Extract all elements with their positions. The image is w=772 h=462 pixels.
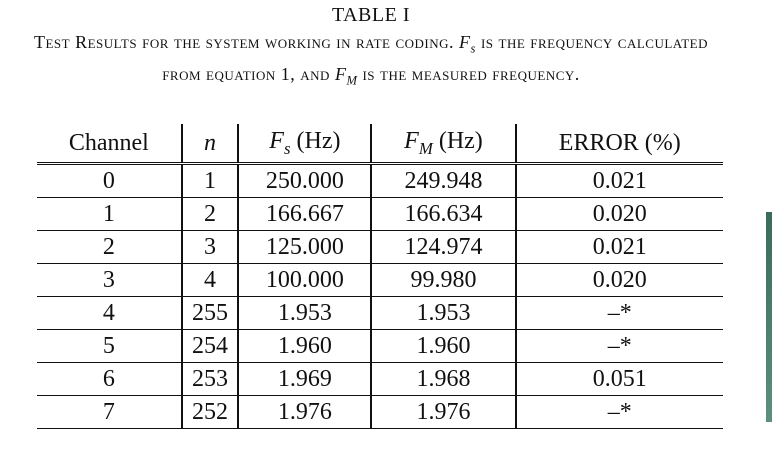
header-fm-subscript: M <box>418 138 433 158</box>
header-fs-unit: (Hz) <box>290 127 341 154</box>
cell-error: –* <box>514 296 723 330</box>
cell-channel: 7 <box>102 398 115 425</box>
header-fm: FM (Hz) <box>370 124 516 164</box>
table-row: 4 255 1.953 1.953 –* <box>37 296 723 330</box>
cell-fs: 1.969 <box>237 362 372 396</box>
cell-channel: 0 <box>37 162 182 198</box>
cell-fm: 1.953 <box>370 296 516 330</box>
cell-error: –* <box>514 329 723 363</box>
cell-fs: 100.000 <box>237 263 372 297</box>
table-row: 7 252 1.976 1.976 –* <box>37 395 723 429</box>
header-n: n <box>180 124 239 164</box>
caption-fm-symbol: F <box>334 63 347 84</box>
cell-fm: 166.634 <box>370 197 516 231</box>
caption-text-3: is the measured frequency. <box>357 63 580 84</box>
cell-n: 252 <box>180 395 239 429</box>
cropped-adjacent-image <box>766 212 772 422</box>
table-row: 0 1 250.000 249.948 0.021 <box>37 162 723 198</box>
cell-fs: 1.976 <box>237 395 372 429</box>
cell-n: 253 <box>180 362 239 396</box>
header-row: Channel n Fs (Hz) FM (Hz) ERROR (%) <box>37 124 723 164</box>
cell-channel: 2 <box>102 233 115 260</box>
results-table: Channel n Fs (Hz) FM (Hz) ERROR (%) 0 1 … <box>37 124 723 429</box>
cell-error: 0.021 <box>514 162 723 198</box>
caption-fs-symbol: F <box>459 32 471 52</box>
header-n-symbol: n <box>204 129 217 156</box>
cell-fs: 166.667 <box>237 197 372 231</box>
table-row: 1 2 166.667 166.634 0.020 <box>37 197 723 231</box>
header-fm-unit: (Hz) <box>432 127 483 154</box>
cell-fs: 1.960 <box>237 329 372 363</box>
cell-channel: 5 <box>102 332 115 359</box>
cell-error: 0.020 <box>514 197 723 231</box>
cell-n: 4 <box>180 263 239 297</box>
cell-n: 255 <box>180 296 239 330</box>
cell-n: 3 <box>180 230 239 264</box>
cell-error: –* <box>514 395 723 429</box>
cell-fm: 124.974 <box>370 230 516 264</box>
cell-error: 0.021 <box>514 230 723 264</box>
cell-channel: 1 <box>102 200 115 227</box>
caption-fs-subscript: s <box>470 41 476 56</box>
cell-error: 0.051 <box>514 362 723 396</box>
cell-n: 2 <box>180 197 239 231</box>
cell-fm: 1.976 <box>370 395 516 429</box>
header-channel: Channel <box>68 129 149 156</box>
header-fs-subscript: s <box>283 138 291 158</box>
cell-fs: 250.000 <box>237 162 372 198</box>
table-row: 5 254 1.960 1.960 –* <box>37 329 723 363</box>
cell-error: 0.020 <box>514 263 723 297</box>
header-fs: Fs (Hz) <box>237 124 372 164</box>
table-row: 2 3 125.000 124.974 0.021 <box>37 230 723 264</box>
cell-fm: 1.960 <box>370 329 516 363</box>
table-row: 6 253 1.969 1.968 0.051 <box>37 362 723 396</box>
cell-n: 1 <box>180 162 239 198</box>
cell-channel: 3 <box>102 266 115 293</box>
caption-text-2: is the frequency calculated from equatio… <box>162 32 708 84</box>
header-error: ERROR (%) <box>514 124 723 164</box>
caption-text-1: Test Results for the system working in r… <box>34 32 460 52</box>
cell-fm: 1.968 <box>370 362 516 396</box>
header-fs-symbol: F <box>269 127 284 154</box>
cell-channel: 6 <box>102 365 115 392</box>
table-row: 3 4 100.000 99.980 0.020 <box>37 263 723 297</box>
cell-n: 254 <box>180 329 239 363</box>
cell-fm: 99.980 <box>370 263 516 297</box>
cell-channel: 4 <box>102 299 115 326</box>
table-title: TABLE I <box>332 4 410 26</box>
caption-fm-subscript: M <box>346 73 358 88</box>
header-fm-symbol: F <box>404 127 419 154</box>
cell-fm: 249.948 <box>370 162 516 198</box>
cell-fs: 1.953 <box>237 296 372 330</box>
cell-fs: 125.000 <box>237 230 372 264</box>
table-caption: Test Results for the system working in r… <box>18 30 724 93</box>
